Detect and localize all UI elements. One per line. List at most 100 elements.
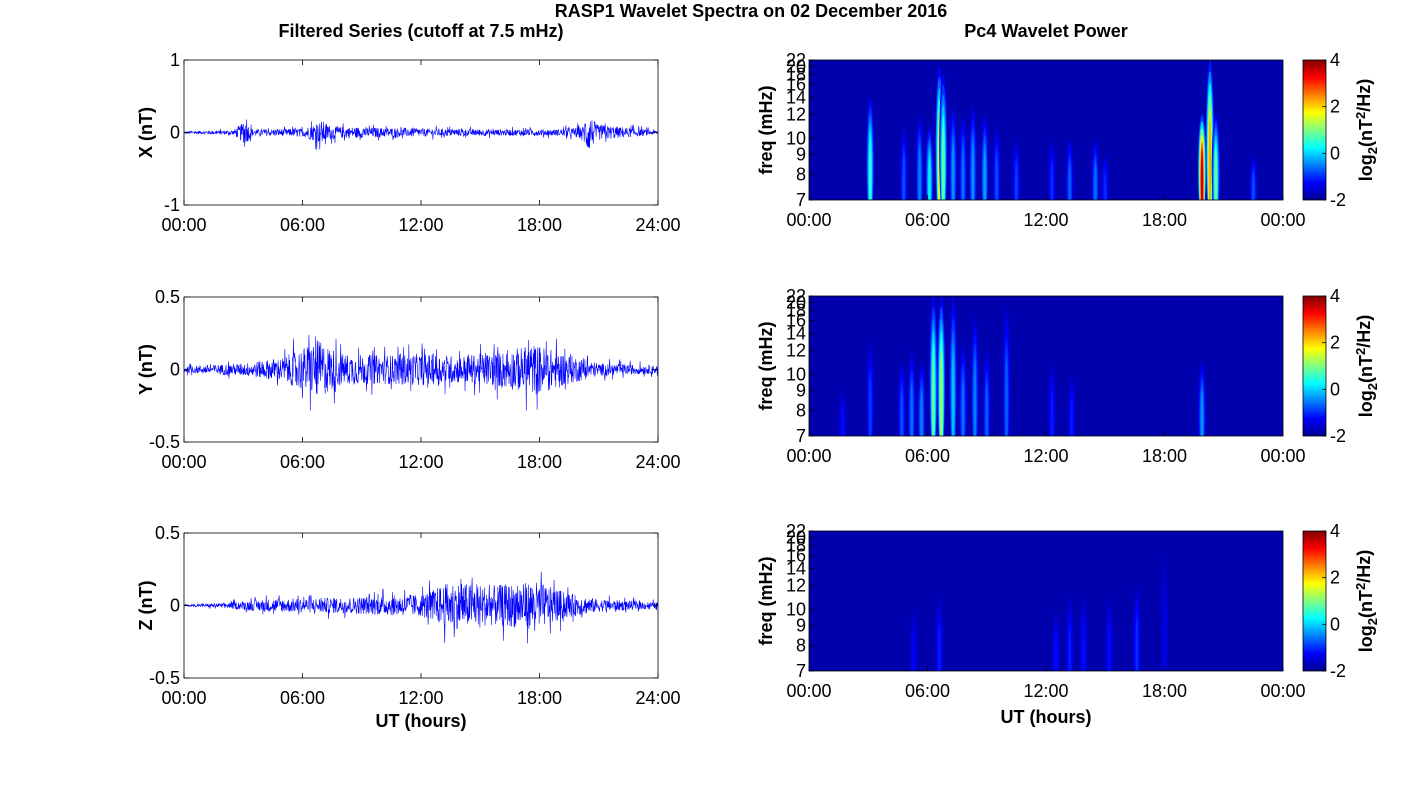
y-tick-label: 18 bbox=[786, 301, 806, 321]
colorbar-tick-label: 0 bbox=[1330, 614, 1340, 634]
power-streak bbox=[942, 124, 945, 200]
colorbar-label-part: 2 bbox=[1365, 618, 1380, 625]
x-tick-label: 18:00 bbox=[1142, 681, 1187, 701]
colorbar-gradient bbox=[1302, 59, 1327, 201]
x-tick-label: 12:00 bbox=[398, 688, 443, 708]
right-column-title: Pc4 Wavelet Power bbox=[964, 21, 1128, 41]
power-streak bbox=[1214, 148, 1218, 200]
x-tick-label: 00:00 bbox=[161, 215, 206, 235]
y-tick-label: 12 bbox=[786, 104, 806, 124]
y-tick-label: 8 bbox=[796, 635, 806, 655]
y-tick-label: 8 bbox=[796, 400, 806, 420]
power-streak bbox=[1082, 626, 1085, 671]
colorbar-tick-label: 2 bbox=[1330, 568, 1340, 588]
colorbar-tick-label: -2 bbox=[1330, 661, 1346, 681]
y-tick-label: 14 bbox=[786, 558, 806, 578]
colorbar-label-part: log bbox=[1356, 625, 1376, 652]
power-streak bbox=[1050, 391, 1054, 436]
x-tick-label: 00:00 bbox=[161, 452, 206, 472]
power-streak bbox=[1068, 626, 1071, 671]
power-streak bbox=[983, 148, 986, 200]
power-streak bbox=[961, 379, 965, 436]
x-tick-label: 00:00 bbox=[786, 210, 831, 230]
y-tick-label: 9 bbox=[796, 144, 806, 164]
power-streak bbox=[1104, 172, 1107, 200]
power-streak bbox=[1015, 163, 1018, 200]
y-tick-label: 7 bbox=[796, 661, 806, 681]
y-tick-label: -0.5 bbox=[149, 432, 180, 452]
x-tick-label: 06:00 bbox=[905, 446, 950, 466]
power-streak bbox=[1135, 619, 1139, 671]
colorbar-tick-label: 4 bbox=[1330, 286, 1340, 306]
y-tick-label: 0.5 bbox=[155, 523, 180, 543]
y-axis-label: Z (nT) bbox=[136, 581, 156, 631]
x-tick-label: 12:00 bbox=[398, 215, 443, 235]
power-streak bbox=[869, 379, 872, 436]
y-axis-label: Y (nT) bbox=[136, 344, 156, 395]
power-streak bbox=[910, 384, 913, 436]
x-tick-label: 00:00 bbox=[1260, 446, 1305, 466]
heatmap-streaks bbox=[838, 296, 1207, 436]
colorbar-tick-label: 0 bbox=[1330, 143, 1340, 163]
colorbar-label-part: log bbox=[1356, 154, 1376, 181]
y-tick-label: -1 bbox=[164, 195, 180, 215]
power-streak bbox=[932, 352, 935, 436]
colorbar-tick-label: 4 bbox=[1330, 50, 1340, 70]
x-tick-label: 12:00 bbox=[1023, 210, 1068, 230]
power-streak bbox=[1163, 598, 1166, 671]
colorbar-label-part: 2 bbox=[1365, 147, 1380, 154]
x-axis-label: UT (hours) bbox=[1001, 707, 1092, 727]
power-streak bbox=[1208, 116, 1212, 200]
heatmap-background bbox=[809, 296, 1283, 436]
power-streak bbox=[951, 352, 955, 436]
colorbar-gradient bbox=[1302, 295, 1327, 437]
x-tick-label: 00:00 bbox=[161, 688, 206, 708]
series-panel-1: -1 0 1 00:00 06:00 12:00 18:00 24:00 X (nT) bbox=[136, 50, 681, 235]
colorbar: -2 0 2 4 log2(nT2/Hz) bbox=[1302, 286, 1380, 446]
y-tick-label: 0.5 bbox=[155, 287, 180, 307]
y-tick-label: 20 bbox=[786, 528, 806, 548]
power-streak bbox=[1252, 172, 1255, 200]
power-streak bbox=[985, 384, 988, 436]
power-streak bbox=[1108, 626, 1111, 671]
power-streak bbox=[940, 352, 943, 436]
y-tick-label: 9 bbox=[796, 380, 806, 400]
x-tick-label: 06:00 bbox=[280, 215, 325, 235]
y-axis-label: X (nT) bbox=[136, 107, 156, 158]
series-line bbox=[183, 119, 659, 150]
y-tick-label: 9 bbox=[796, 615, 806, 635]
y-tick-label: 0 bbox=[170, 123, 180, 143]
power-streak bbox=[971, 143, 975, 200]
y-tick-label: 10 bbox=[786, 599, 806, 619]
x-tick-label: 12:00 bbox=[1023, 446, 1068, 466]
series-line bbox=[183, 334, 659, 411]
colorbar-tick-label: 0 bbox=[1330, 379, 1340, 399]
x-tick-label: 06:00 bbox=[905, 681, 950, 701]
power-streak bbox=[973, 363, 977, 436]
x-tick-label: 12:00 bbox=[1023, 681, 1068, 701]
colorbar-tick-label: -2 bbox=[1330, 426, 1346, 446]
x-tick-label: 24:00 bbox=[635, 452, 680, 472]
power-streak bbox=[841, 408, 844, 436]
power-streak bbox=[900, 391, 904, 436]
y-tick-label: 14 bbox=[786, 87, 806, 107]
y-tick-label: 10 bbox=[786, 128, 806, 148]
colorbar-label-part: 2 bbox=[1365, 383, 1380, 390]
colorbar-label-part: /Hz) bbox=[1354, 79, 1374, 112]
power-streak bbox=[1068, 163, 1071, 200]
colorbar-label: log2(nT2/Hz) bbox=[1353, 315, 1380, 417]
x-tick-label: 18:00 bbox=[517, 688, 562, 708]
power-streak bbox=[995, 155, 998, 200]
colorbar-label-part: (nT bbox=[1356, 590, 1376, 618]
colorbar-label-part: log bbox=[1356, 390, 1376, 417]
power-streak bbox=[912, 634, 915, 671]
heatmap-background bbox=[809, 531, 1283, 671]
colorbar-tick-label: -2 bbox=[1330, 190, 1346, 210]
y-tick-label: 22 bbox=[786, 286, 806, 306]
power-streak bbox=[1070, 399, 1073, 436]
power-streak bbox=[1050, 163, 1054, 200]
